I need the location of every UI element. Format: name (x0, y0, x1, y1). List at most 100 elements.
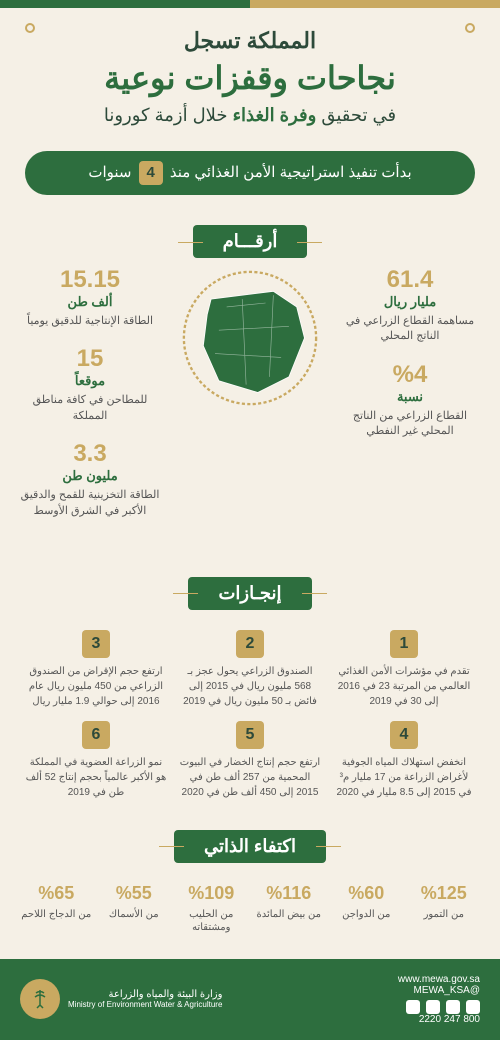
sufficiency-label: من الدجاج اللاحم (20, 908, 93, 921)
achievement-text: تقدم في مؤشرات الأمن الغذائي العالمي من … (333, 664, 475, 709)
stat-label: الطاقة التخزينية للقمح والدقيق الأكبر في… (20, 488, 160, 519)
sufficiency-item: %125 من التمور (408, 883, 481, 934)
sufficiency-label: من الحليب ومشتقاته (175, 908, 248, 934)
header-line3-highlight: وفرة الغذاء (233, 105, 317, 125)
sufficiency-percent: %109 (175, 883, 248, 904)
map-center (170, 268, 330, 408)
achievement-number: 4 (390, 721, 418, 749)
stat-value: 3.3 (20, 442, 160, 466)
map-svg (170, 268, 330, 408)
strategy-banner: بدأت تنفيذ استراتيجية الأمن الغذائي منذ … (25, 151, 475, 195)
header-main-title: نجاحات وقفزات نوعية (30, 59, 470, 97)
achievement-card: 4 انخفض استهلاك المياه الجوفية لأغراض ال… (333, 721, 475, 800)
achievement-number: 3 (82, 630, 110, 658)
saudi-arabia-map (170, 268, 330, 408)
footer-phone: 800 247 2220 (398, 1014, 480, 1025)
achievement-number: 1 (390, 630, 418, 658)
achievement-text: الصندوق الزراعي يحول عجز بـ 568 مليون ري… (179, 664, 321, 709)
achievement-text: ارتفع حجم إنتاج الخضار في البيوت المحمية… (179, 755, 321, 800)
stat-unit: مليار ريال (340, 294, 480, 310)
achievement-card: 6 نمو الزراعة العضوية في المملكة هو الأك… (25, 721, 167, 800)
header-line3-post: خلال أزمة كورونا (104, 105, 228, 125)
header-line1: المملكة تسجل (30, 28, 470, 54)
stat-value: %4 (340, 363, 480, 387)
numbers-section: أرقـــام 61.4 مليار ريال مساهمة القطاع ا… (0, 205, 500, 557)
ministry-block: وزارة البيئة والمياه والزراعة Ministry o… (20, 979, 222, 1019)
achievements-grid: 1 تقدم في مؤشرات الأمن الغذائي العالمي م… (25, 630, 475, 800)
decoration-circle (25, 23, 35, 33)
ministry-name-en: Ministry of Environment Water & Agricult… (68, 1000, 222, 1009)
numbers-tag: أرقـــام (193, 225, 308, 258)
sufficiency-percent: %116 (253, 883, 326, 904)
sufficiency-item: %116 من بيض المائدة (253, 883, 326, 934)
stat-unit: مليون طن (20, 468, 160, 484)
stat-block: %4 نسبة القطاع الزراعي من الناتج المحلي … (340, 363, 480, 440)
sufficiency-item: %65 من الدجاج اللاحم (20, 883, 93, 934)
sufficiency-percent: %65 (20, 883, 93, 904)
footer-ministry: وزارة البيئة والمياه والزراعة Ministry o… (20, 979, 222, 1019)
banner-text-pre: بدأت تنفيذ استراتيجية الأمن الغذائي منذ (170, 164, 412, 181)
sufficiency-label: من التمور (408, 908, 481, 921)
banner-text-post: سنوات (88, 164, 131, 181)
facebook-icon (406, 1000, 420, 1014)
stat-block: 15 موقعاً للمطاحن في كافة مناطق المملكة (20, 347, 160, 424)
achievement-card: 1 تقدم في مؤشرات الأمن الغذائي العالمي م… (333, 630, 475, 709)
numbers-layout: 61.4 مليار ريال مساهمة القطاع الزراعي في… (20, 268, 480, 537)
header-line3-pre: في تحقيق (321, 105, 396, 125)
social-icons-row (398, 1000, 480, 1014)
footer-website: www.mewa.gov.sa (398, 974, 480, 985)
sufficiency-item: %60 من الدواجن (330, 883, 403, 934)
achievement-number: 5 (236, 721, 264, 749)
stat-unit: ألف طن (20, 294, 160, 310)
achievement-text: ارتفع حجم الإقراض من الصندوق الزراعي من … (25, 664, 167, 709)
self-sufficiency-section: اكتفاء الذاتي %125 من التمور %60 من الدو… (0, 810, 500, 944)
twitter-icon (466, 1000, 480, 1014)
stat-label: القطاع الزراعي من الناتج المحلي غير النف… (340, 409, 480, 440)
achievement-card: 2 الصندوق الزراعي يحول عجز بـ 568 مليون … (179, 630, 321, 709)
sufficiency-percent: %125 (408, 883, 481, 904)
stat-block: 3.3 مليون طن الطاقة التخزينية للقمح والد… (20, 442, 160, 519)
achievement-text: نمو الزراعة العضوية في المملكة هو الأكبر… (25, 755, 167, 800)
stat-label: للمطاحن في كافة مناطق المملكة (20, 393, 160, 424)
achievements-header: إنجـازات (25, 567, 475, 620)
instagram-icon (446, 1000, 460, 1014)
stat-label: مساهمة القطاع الزراعي في الناتج المحلي (340, 314, 480, 345)
sufficiency-item: %55 من الأسماك (98, 883, 171, 934)
self-sufficiency-tag: اكتفاء الذاتي (174, 830, 326, 863)
infographic-container: المملكة تسجل نجاحات وقفزات نوعية في تحقي… (0, 0, 500, 1040)
top-border-decoration (0, 0, 500, 8)
stat-label: الطاقة الإنتاجية للدقيق يومياً (20, 314, 160, 329)
stat-unit: موقعاً (20, 373, 160, 389)
ministry-name-ar: وزارة البيئة والمياه والزراعة (68, 989, 222, 1000)
map-shape (203, 291, 304, 392)
achievement-number: 6 (82, 721, 110, 749)
header-section: المملكة تسجل نجاحات وقفزات نوعية في تحقي… (0, 8, 500, 141)
achievement-text: انخفض استهلاك المياه الجوفية لأغراض الزر… (333, 755, 475, 800)
sufficiency-label: من بيض المائدة (253, 908, 326, 921)
stat-value: 15 (20, 347, 160, 371)
sufficiency-percent: %55 (98, 883, 171, 904)
achievement-card: 5 ارتفع حجم إنتاج الخضار في البيوت المحم… (179, 721, 321, 800)
achievements-tag: إنجـازات (188, 577, 311, 610)
self-sufficiency-header: اكتفاء الذاتي (20, 820, 480, 873)
achievement-card: 3 ارتفع حجم الإقراض من الصندوق الزراعي م… (25, 630, 167, 709)
sufficiency-item: %109 من الحليب ومشتقاته (175, 883, 248, 934)
ministry-seal-icon (20, 979, 60, 1019)
achievements-section: إنجـازات 1 تقدم في مؤشرات الأمن الغذائي … (0, 557, 500, 810)
stats-left-column: 15.15 ألف طن الطاقة الإنتاجية للدقيق يوم… (20, 268, 160, 537)
footer: www.mewa.gov.sa @MEWA_KSA 800 247 2220 و… (0, 959, 500, 1040)
footer-contact: www.mewa.gov.sa @MEWA_KSA 800 247 2220 (398, 974, 480, 1025)
achievement-number: 2 (236, 630, 264, 658)
stats-right-column: 61.4 مليار ريال مساهمة القطاع الزراعي في… (340, 268, 480, 458)
stat-block: 15.15 ألف طن الطاقة الإنتاجية للدقيق يوم… (20, 268, 160, 329)
stat-value: 61.4 (340, 268, 480, 292)
stat-value: 15.15 (20, 268, 160, 292)
footer-handle: @MEWA_KSA (398, 985, 480, 996)
numbers-header: أرقـــام (20, 215, 480, 268)
banner-number: 4 (139, 161, 163, 185)
sufficiency-label: من الأسماك (98, 908, 171, 921)
palm-emblem-icon (28, 987, 52, 1011)
stat-block: 61.4 مليار ريال مساهمة القطاع الزراعي في… (340, 268, 480, 345)
stat-unit: نسبة (340, 389, 480, 405)
sufficiency-percent: %60 (330, 883, 403, 904)
